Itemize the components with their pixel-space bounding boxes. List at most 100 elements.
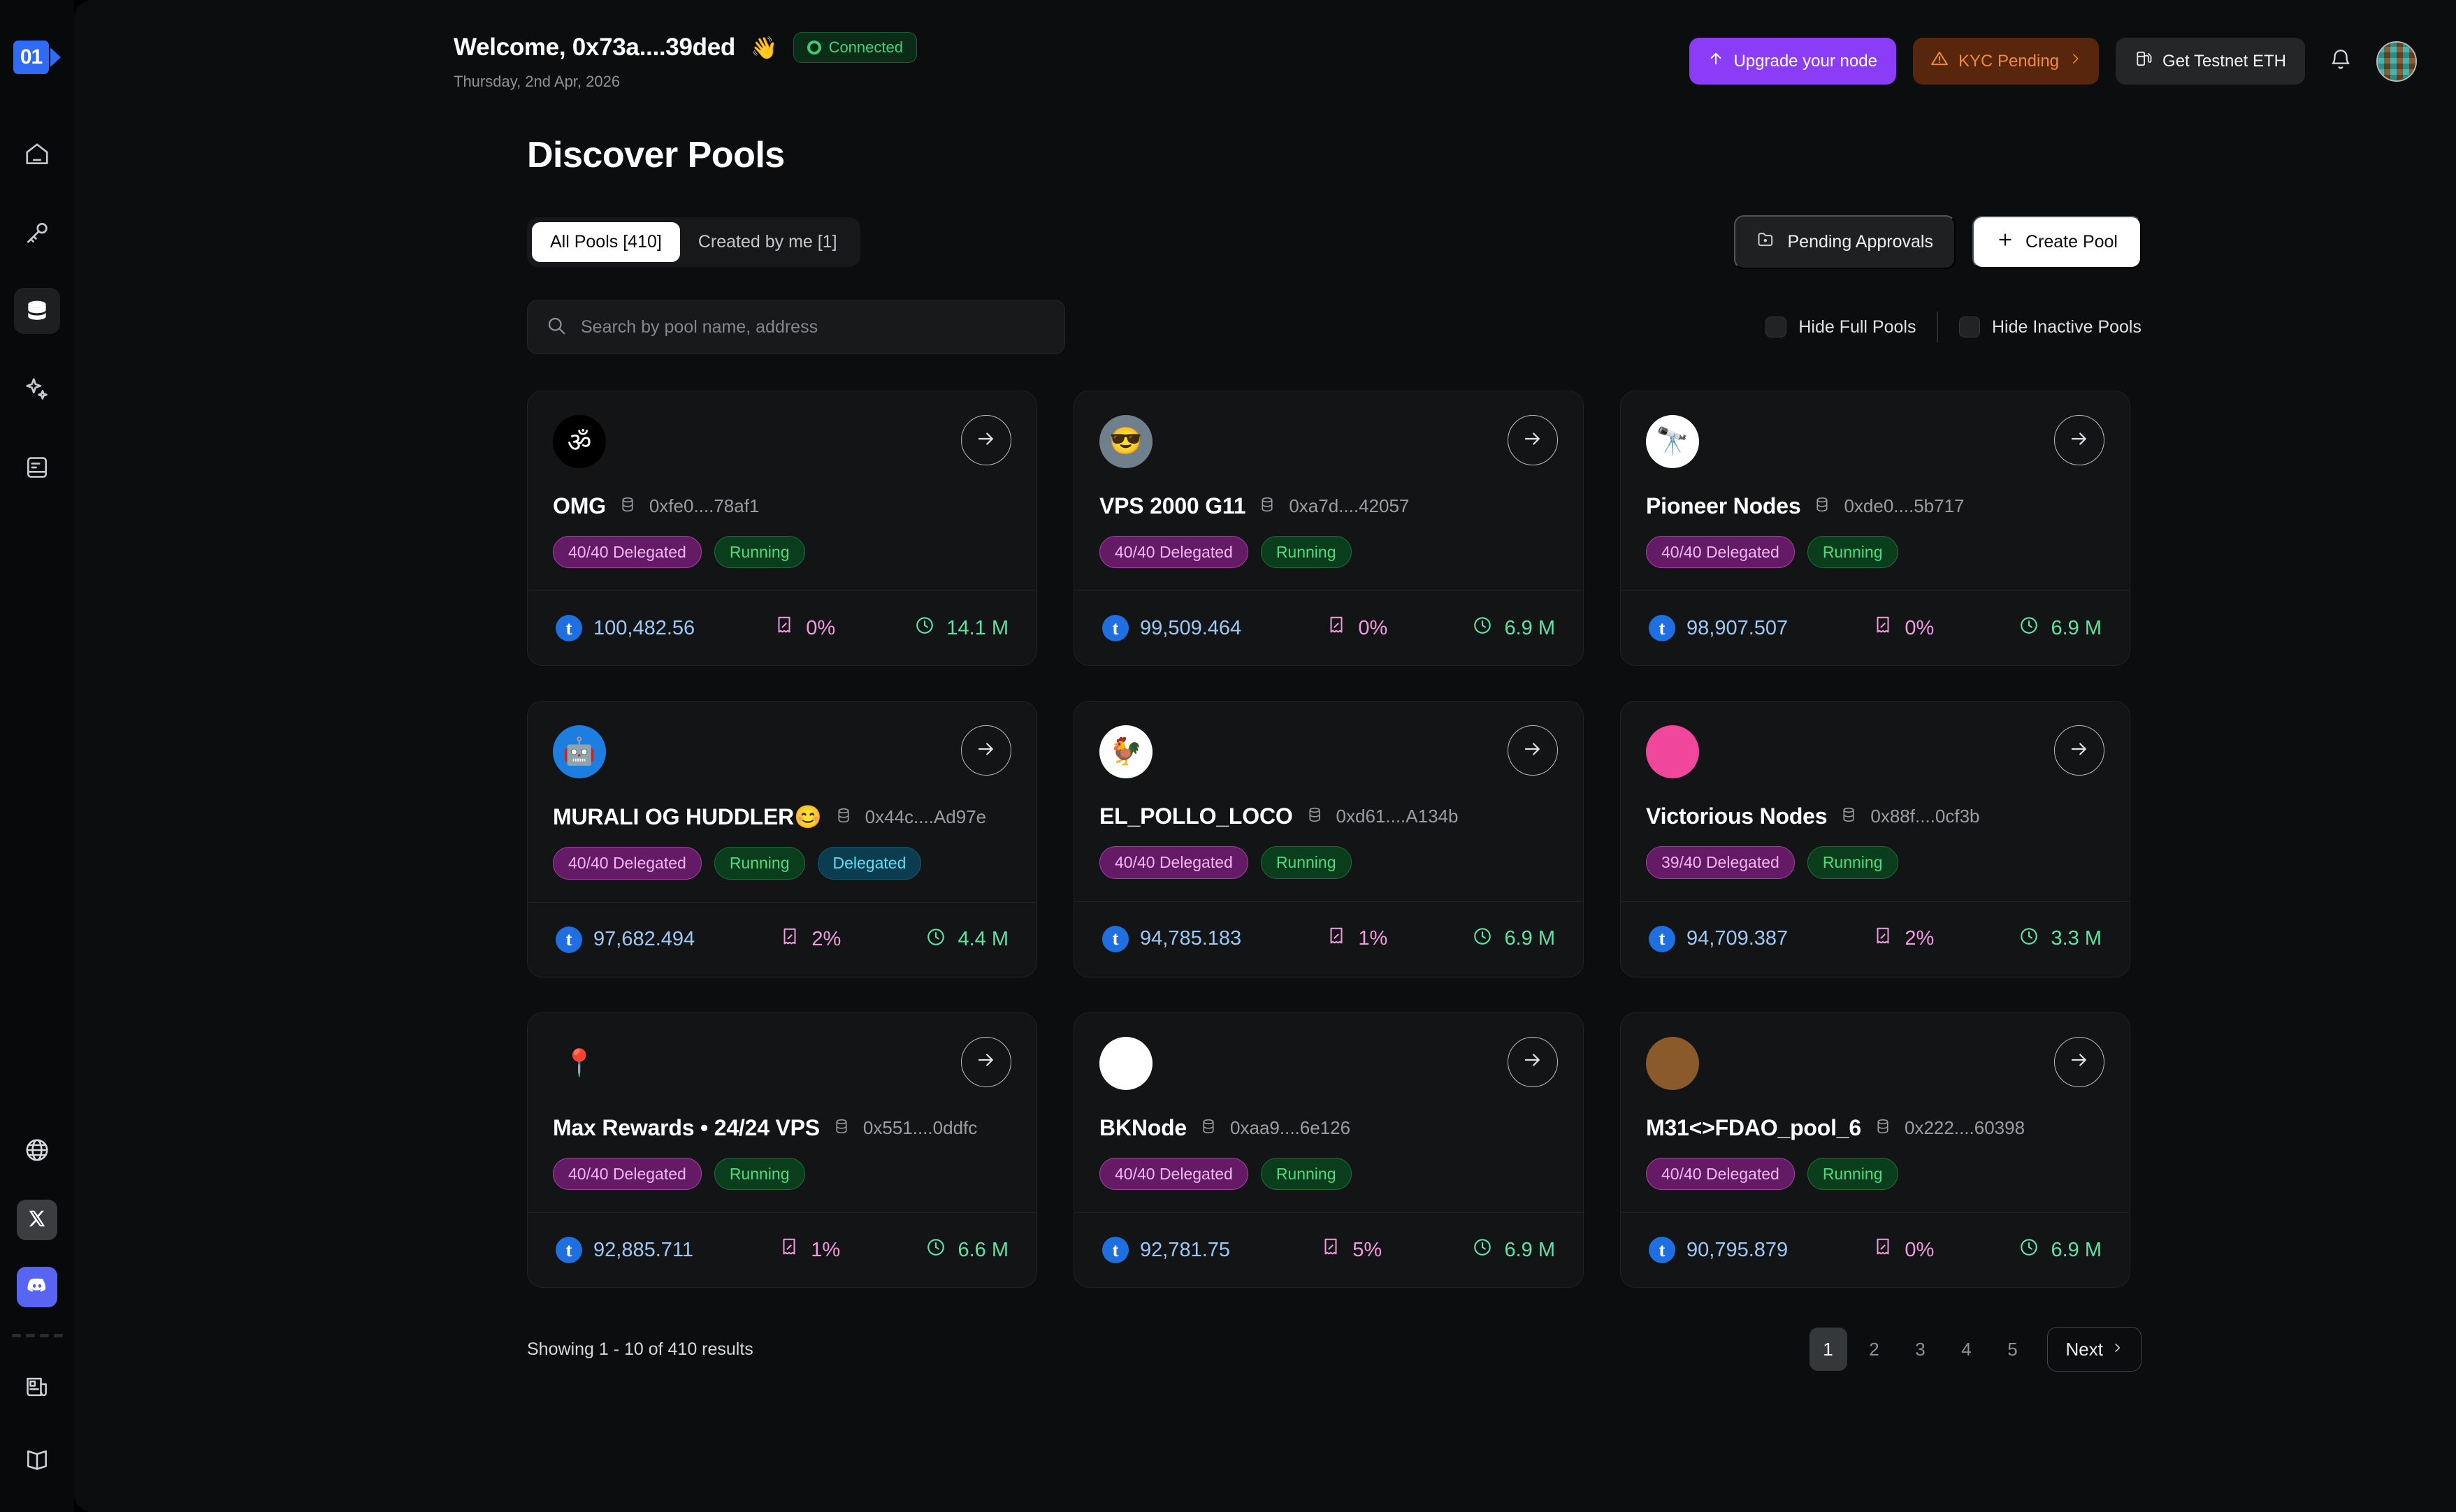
pool-badge-running: Running — [1807, 846, 1898, 879]
pool-open-button[interactable] — [1508, 415, 1558, 465]
hide-full-pools-checkbox[interactable]: Hide Full Pools — [1765, 317, 1916, 337]
arrow-right-icon — [2069, 1049, 2090, 1074]
clock-icon — [925, 926, 946, 953]
page-number-button[interactable]: 4 — [1961, 1338, 1972, 1360]
chevron-right-icon — [2069, 50, 2081, 72]
page-content: Discover Pools All Pools [410] Created b… — [527, 134, 2141, 1413]
sidebar-item-docs[interactable] — [14, 444, 60, 490]
get-testnet-eth-button[interactable]: Get Testnet ETH — [2116, 38, 2305, 85]
pool-grid: ॐ OMG 0xfe0....78af1 40/40 Delegated Runn… — [527, 391, 2141, 1288]
pagination-row: Showing 1 - 10 of 410 results 1 2 3 4 5 Next — [527, 1327, 2141, 1413]
stat-amount: t 92,781.75 — [1102, 1237, 1230, 1264]
sidebar-item-home[interactable] — [14, 131, 60, 177]
pool-address[interactable]: 0xa7d....42057 — [1289, 495, 1410, 516]
sidebar-item-news[interactable] — [14, 1364, 60, 1410]
page-title: Discover Pools — [527, 135, 785, 175]
stat-fee: 1% — [1326, 926, 1387, 952]
sidebar-item-pools[interactable] — [14, 288, 60, 334]
tab-all-pools[interactable]: All Pools [410] — [532, 222, 680, 262]
pool-card[interactable]: 😎 VPS 2000 G11 0xa7d....42057 40/40 Dele… — [1074, 391, 1584, 667]
globe-icon — [24, 1137, 50, 1163]
pool-open-button[interactable] — [2054, 415, 2104, 465]
connected-dot-icon — [807, 41, 821, 54]
pool-card[interactable]: ॐ OMG 0xfe0....78af1 40/40 Delegated Runn… — [527, 391, 1037, 667]
pool-card[interactable]: Victorious Nodes 0x88f....0cf3b 39/40 De… — [1620, 701, 2130, 977]
database-icon — [1840, 806, 1858, 827]
user-avatar[interactable] — [2376, 41, 2417, 82]
create-pool-button[interactable]: Create Pool — [1972, 216, 2141, 268]
welcome-title: Welcome, 0x73a....39ded — [454, 34, 735, 61]
pool-card-header: 🤖 — [553, 725, 1011, 779]
clock-icon — [1472, 615, 1493, 641]
page-number-button[interactable]: 1 — [1809, 1328, 1847, 1372]
pool-address[interactable]: 0x551....0ddfc — [862, 1117, 978, 1138]
clock-icon — [1472, 926, 1493, 952]
page-number-button[interactable]: 2 — [1869, 1338, 1879, 1360]
pool-open-button[interactable] — [1508, 1036, 1558, 1087]
page-number-button[interactable]: 5 — [2007, 1338, 2018, 1360]
pool-address[interactable]: 0xfe0....78af1 — [649, 495, 760, 516]
pool-address[interactable]: 0x222....60398 — [1905, 1117, 2025, 1138]
next-page-button[interactable]: Next — [2046, 1327, 2141, 1372]
pending-approvals-button[interactable]: Pending Approvals — [1734, 215, 1956, 269]
pool-card-header — [1646, 1036, 2104, 1090]
hide-inactive-pools-checkbox[interactable]: Hide Inactive Pools — [1958, 317, 2141, 337]
stat-fee: 0% — [1872, 1237, 1934, 1263]
sidebar-divider-dots — [11, 1334, 63, 1337]
pool-open-button[interactable] — [961, 415, 1011, 465]
stat-amount: t 94,709.387 — [1649, 925, 1788, 952]
stat-time: 3.3 M — [2018, 926, 2102, 952]
pool-open-button[interactable] — [961, 1036, 1011, 1087]
pool-card[interactable]: 📍 Max Rewards • 24/24 VPS 0x551....0ddfc… — [527, 1012, 1037, 1288]
stat-time-value: 3.3 M — [2051, 927, 2102, 950]
pool-address[interactable]: 0xd61....A134b — [1336, 806, 1459, 827]
pool-badge-delegated: 40/40 Delegated — [1099, 846, 1248, 879]
page-number-button[interactable]: 3 — [1915, 1338, 1926, 1360]
pool-badges: 40/40 Delegated Running — [1646, 1157, 2104, 1191]
pool-avatar: 🤖 — [553, 725, 606, 779]
pool-open-button[interactable] — [2054, 1036, 2104, 1087]
pagination: 1 2 3 4 5 Next — [1809, 1327, 2141, 1372]
upgrade-node-button[interactable]: Upgrade your node — [1689, 38, 1896, 85]
kyc-pending-button[interactable]: KYC Pending — [1912, 38, 2100, 85]
fee-icon — [1872, 1237, 1893, 1263]
sidebar-item-keys[interactable] — [14, 210, 60, 256]
arrow-right-icon — [1522, 1049, 1543, 1074]
sidebar-item-book[interactable] — [14, 1437, 60, 1483]
search-input[interactable] — [581, 317, 1046, 337]
pool-card[interactable]: M31<>FDAO_pool_6 0x222....60398 40/40 De… — [1620, 1012, 2130, 1288]
pool-address[interactable]: 0xde0....5b717 — [1844, 495, 1965, 516]
stat-time: 6.9 M — [1472, 926, 1555, 952]
search-box[interactable] — [527, 300, 1065, 354]
stat-amount-value: 92,885.711 — [593, 1238, 693, 1261]
pool-address[interactable]: 0x88f....0cf3b — [1870, 806, 1980, 827]
sidebar-item-twitter[interactable] — [17, 1200, 57, 1240]
sidebar-item-website[interactable] — [14, 1127, 60, 1173]
pool-card[interactable]: 🐓 EL_POLLO_LOCO 0xd61....A134b 40/40 Del… — [1074, 701, 1584, 977]
pool-avatar-glyph: 📍 — [563, 1048, 596, 1078]
notifications-button[interactable] — [2322, 43, 2360, 80]
pool-open-button[interactable] — [1508, 725, 1558, 776]
pool-open-button[interactable] — [2054, 725, 2104, 776]
pool-badge-running: Running — [1260, 536, 1352, 569]
warning-icon — [1930, 50, 1949, 73]
fee-icon — [1320, 1237, 1341, 1263]
sidebar-nav-bottom — [0, 1127, 74, 1483]
sidebar-item-discord[interactable] — [17, 1267, 57, 1307]
pool-address[interactable]: 0xaa9....6e126 — [1230, 1117, 1351, 1138]
pool-card[interactable]: 🔭 Pioneer Nodes 0xde0....5b717 40/40 Del… — [1620, 391, 2130, 667]
brand-logo[interactable]: 01 — [13, 41, 62, 74]
folder-icon — [1756, 230, 1776, 254]
pool-name: Max Rewards • 24/24 VPS — [553, 1114, 820, 1140]
pool-address[interactable]: 0x44c....Ad97e — [865, 806, 987, 827]
fee-icon — [1326, 615, 1347, 641]
pool-avatar-glyph: 🤖 — [563, 737, 596, 767]
pool-card[interactable]: 🤖 MURALI OG HUDDLER😊 0x44c....Ad97e 40/4… — [527, 701, 1037, 977]
pool-card[interactable]: BKNode 0xaa9....6e126 40/40 Delegated Run… — [1074, 1012, 1584, 1288]
sidebar-item-rewards[interactable] — [14, 366, 60, 412]
stat-amount: t 97,682.494 — [556, 926, 695, 953]
filter-divider — [1937, 312, 1938, 342]
pool-open-button[interactable] — [961, 725, 1011, 776]
tab-created-by-me[interactable]: Created by me [1] — [698, 232, 837, 252]
search-icon — [546, 315, 567, 340]
